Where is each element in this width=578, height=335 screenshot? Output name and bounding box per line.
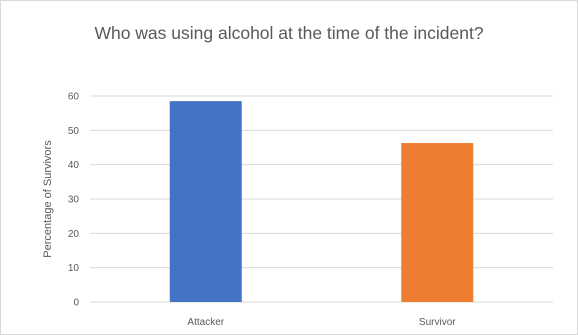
chart-title: Who was using alcohol at the time of the… <box>94 23 484 43</box>
y-tick-label: 50 <box>68 126 80 137</box>
y-tick-label: 30 <box>68 195 80 206</box>
y-tick-label: 10 <box>68 263 80 274</box>
x-axis-labels: Attacker Survivor <box>187 317 456 328</box>
x-category-label: Survivor <box>419 317 456 328</box>
gridlines <box>90 95 553 303</box>
y-tick-label: 60 <box>68 92 80 103</box>
bar-attacker <box>169 101 242 303</box>
y-axis-ticks: 0 10 20 30 40 50 60 <box>68 92 80 309</box>
bars <box>169 101 474 303</box>
y-tick-label: 40 <box>68 160 80 171</box>
y-tick-label: 0 <box>73 298 79 309</box>
y-axis-title: Percentage of Survivors <box>42 140 54 258</box>
x-category-label: Attacker <box>187 317 224 328</box>
bar-survivor <box>401 143 474 302</box>
y-tick-label: 20 <box>68 229 80 240</box>
